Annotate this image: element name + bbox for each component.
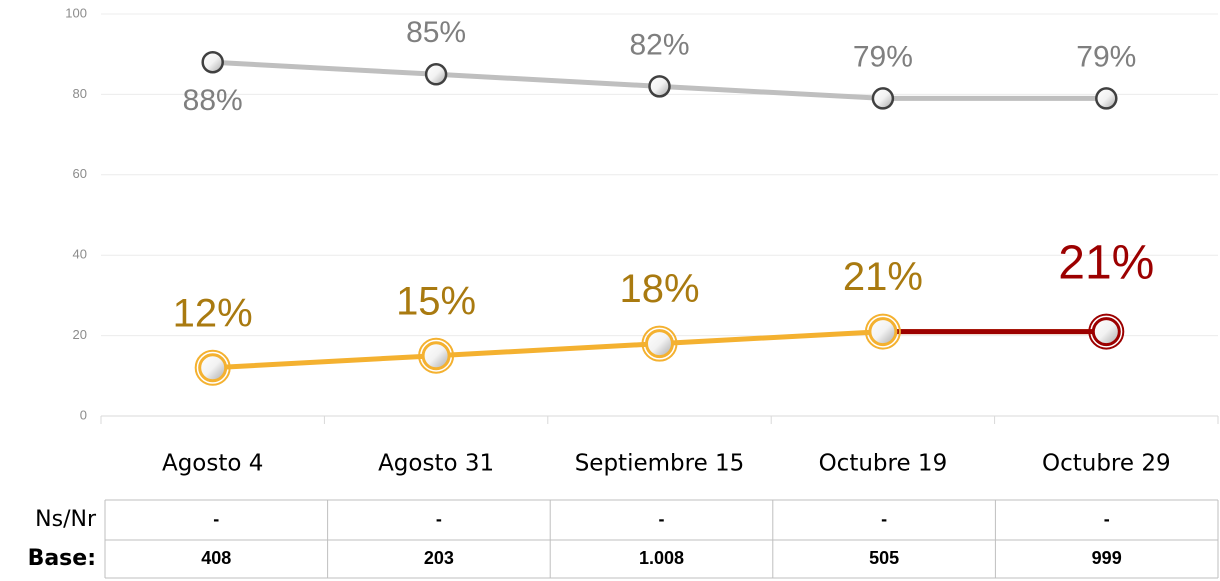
- marker: [648, 75, 671, 98]
- row-label: Ns/Nr: [35, 507, 97, 532]
- marker: [201, 50, 224, 74]
- table-cell: 1.008: [639, 548, 684, 568]
- marker: [871, 87, 895, 110]
- table-cell: -: [213, 509, 219, 529]
- data-label: 79%: [853, 40, 913, 73]
- marker-ring: [418, 337, 455, 374]
- marker: [1095, 87, 1118, 110]
- row-label: Base:: [28, 546, 96, 571]
- marker: [424, 63, 448, 86]
- x-tick-label: Octubre 19: [819, 451, 948, 477]
- data-label: 85%: [406, 16, 466, 49]
- y-tick-label: 40: [73, 247, 87, 262]
- marker: [868, 317, 898, 347]
- data-label: 79%: [1076, 40, 1136, 73]
- table-cell: -: [659, 509, 665, 529]
- x-tick-label: Agosto 4: [162, 451, 263, 477]
- x-tick-label: Agosto 31: [378, 451, 494, 477]
- data-label: 21%: [1058, 236, 1154, 289]
- table-cell: 203: [424, 548, 454, 568]
- table-cell: -: [436, 509, 442, 529]
- marker-ring: [1088, 313, 1125, 350]
- marker-ring: [194, 349, 231, 386]
- marker: [645, 329, 674, 359]
- data-label: 15%: [396, 279, 476, 323]
- x-tick-label: Septiembre 15: [575, 451, 745, 477]
- table-cell: -: [1104, 509, 1110, 529]
- data-label: 82%: [629, 28, 689, 61]
- y-tick-label: 60: [73, 166, 87, 181]
- data-label: 88%: [183, 84, 243, 117]
- y-tick-label: 20: [73, 327, 87, 342]
- table-cell: 505: [869, 548, 899, 568]
- x-tick-label: Octubre 29: [1042, 451, 1171, 477]
- marker-ring: [641, 325, 678, 362]
- marker: [1091, 317, 1121, 347]
- data-label: 21%: [843, 255, 923, 299]
- y-tick-label: 100: [65, 5, 87, 20]
- data-label: 12%: [173, 291, 253, 335]
- marker: [421, 341, 451, 371]
- table-cell: 999: [1092, 548, 1122, 568]
- data-label: 18%: [619, 267, 699, 311]
- table-cell: -: [881, 509, 887, 529]
- marker: [198, 353, 228, 383]
- y-tick-label: 80: [73, 86, 87, 101]
- marker-ring: [864, 313, 901, 350]
- y-tick-label: 0: [80, 407, 87, 422]
- table-cell: 408: [201, 548, 231, 568]
